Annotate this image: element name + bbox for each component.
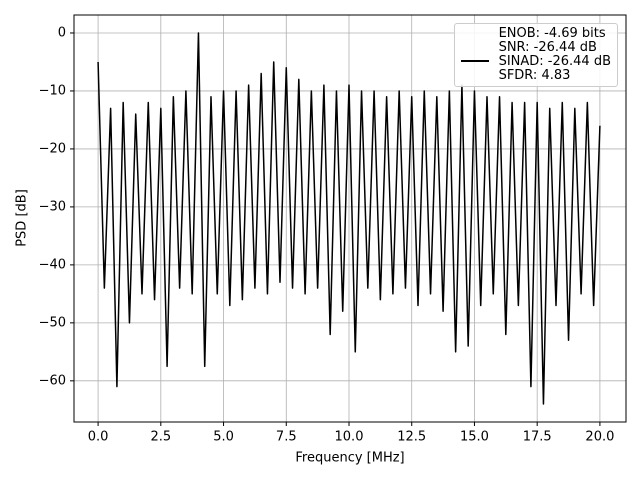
y-tick-label: −30	[39, 199, 66, 214]
y-tick-label: 0	[58, 25, 66, 40]
y-tick-label: −60	[39, 373, 66, 388]
x-tick-label: 5.0	[213, 430, 234, 445]
plot-frame	[73, 14, 627, 423]
legend-swatch	[460, 60, 489, 62]
x-tick-label: 20.0	[585, 430, 614, 445]
legend: ENOB: -4.69 bits SNR: -26.44 dB SINAD: -…	[453, 23, 618, 87]
x-tick-label: 17.5	[523, 430, 552, 445]
series-line	[97, 32, 601, 405]
x-axis-label: Frequency [MHz]	[295, 451, 404, 466]
legend-label: ENOB: -4.69 bits SNR: -26.44 dB SINAD: -…	[498, 26, 611, 83]
x-tick-label: 15.0	[460, 430, 489, 445]
x-tick-label: 2.5	[150, 430, 171, 445]
x-tick-label: 10.0	[335, 430, 364, 445]
y-tick-label: −20	[39, 141, 66, 156]
y-tick-label: −40	[39, 257, 66, 272]
y-axis-label: PSD [dB]	[15, 189, 30, 247]
x-tick-label: 0.0	[88, 430, 109, 445]
x-tick-label: 7.5	[276, 430, 297, 445]
y-tick-label: −10	[39, 83, 66, 98]
y-tick-label: −50	[39, 315, 66, 330]
x-tick-label: 12.5	[397, 430, 426, 445]
